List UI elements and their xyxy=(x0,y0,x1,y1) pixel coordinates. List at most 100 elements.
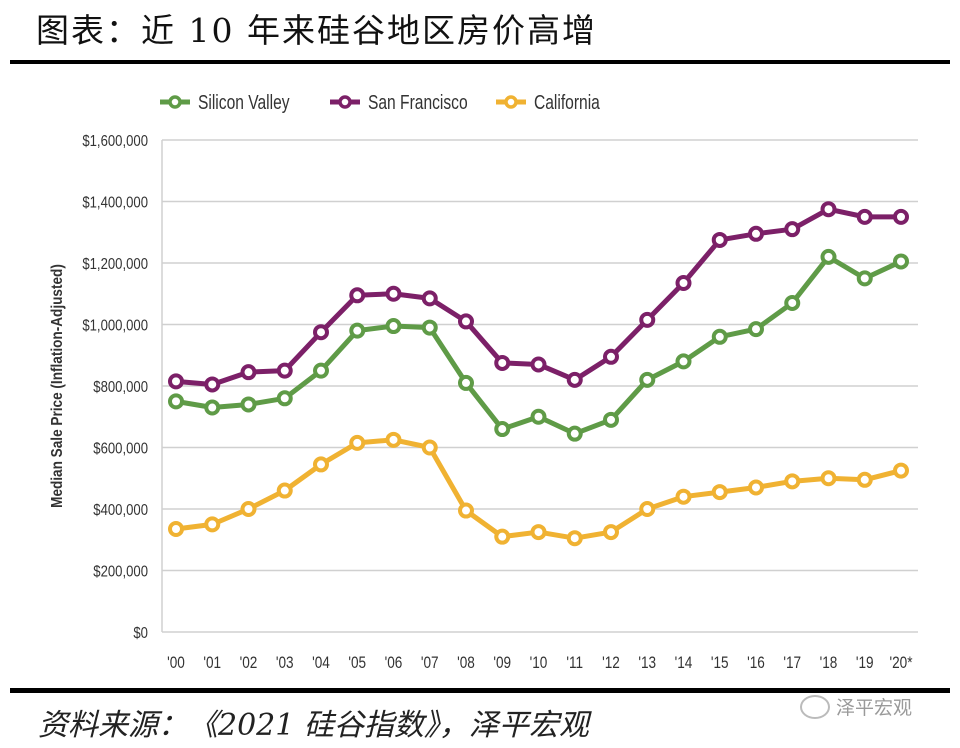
data-point xyxy=(204,399,221,416)
bottom-divider xyxy=(10,688,950,693)
data-point xyxy=(313,362,329,379)
data-point xyxy=(421,439,438,456)
x-tick-label: '09 xyxy=(493,654,511,673)
x-tick-label: '19 xyxy=(856,654,874,673)
x-tick-label: '14 xyxy=(675,654,693,673)
data-point xyxy=(820,201,837,218)
data-point xyxy=(349,434,366,451)
data-point xyxy=(856,208,873,225)
data-point xyxy=(566,530,583,547)
data-point xyxy=(385,431,402,448)
x-tick-label: '12 xyxy=(602,654,620,673)
data-point xyxy=(893,208,909,225)
source-note: 资料来源：《2021 硅谷指数》，泽平宏观 xyxy=(38,708,589,743)
series-line-silicon-valley xyxy=(175,254,903,437)
data-point xyxy=(784,294,801,311)
data-point xyxy=(168,393,184,410)
legend-label: San Francisco xyxy=(368,91,468,113)
data-point xyxy=(711,231,728,248)
data-point xyxy=(530,356,547,373)
data-point xyxy=(458,374,474,391)
data-point xyxy=(748,321,764,338)
data-point xyxy=(385,318,402,335)
y-axis-label: Median Sale Price (Inflation-Adjusted) xyxy=(49,264,66,508)
data-point xyxy=(748,225,764,242)
y-tick-label: $600,000 xyxy=(93,440,148,457)
data-point xyxy=(240,501,257,517)
data-point xyxy=(276,390,293,407)
data-point xyxy=(711,328,728,345)
data-point xyxy=(458,313,474,330)
x-tick-label: '04 xyxy=(312,654,330,673)
data-point xyxy=(603,524,619,541)
y-tick-label: $1,200,000 xyxy=(82,256,148,273)
data-point xyxy=(748,479,764,496)
x-tick-label: '16 xyxy=(747,654,765,673)
data-point xyxy=(603,411,619,428)
x-tick-label: '05 xyxy=(348,654,366,673)
data-point xyxy=(711,484,728,501)
data-point xyxy=(385,285,402,302)
wechat-icon xyxy=(800,694,830,719)
data-point xyxy=(168,520,184,537)
x-tick-label: '01 xyxy=(203,654,221,673)
data-point xyxy=(784,473,801,490)
data-point xyxy=(639,501,656,517)
data-point xyxy=(603,348,619,365)
data-point xyxy=(893,253,909,270)
y-tick-label: $200,000 xyxy=(93,563,148,580)
data-point xyxy=(240,396,257,413)
data-point xyxy=(349,287,366,304)
data-point xyxy=(168,373,184,390)
x-tick-label: '08 xyxy=(457,654,475,673)
y-tick-label: $1,400,000 xyxy=(82,194,148,211)
legend-label: California xyxy=(534,91,600,113)
data-point xyxy=(421,319,438,336)
data-point xyxy=(204,376,221,393)
data-point xyxy=(240,364,257,381)
data-point xyxy=(494,528,511,545)
data-point xyxy=(820,470,837,487)
data-point xyxy=(349,322,366,339)
watermark: 泽平宏观 xyxy=(800,693,912,720)
legend-label: Silicon Valley xyxy=(198,91,290,113)
x-tick-label: '02 xyxy=(240,654,258,673)
data-point xyxy=(639,311,656,328)
data-point xyxy=(458,502,474,519)
data-point xyxy=(856,270,873,287)
y-tick-label: $800,000 xyxy=(93,379,148,396)
data-point xyxy=(675,488,692,505)
data-point xyxy=(276,482,293,499)
x-tick-label: '17 xyxy=(783,654,801,673)
legend-marker xyxy=(338,95,352,109)
chart-title: 图表：近 10 年来硅谷地区房价高增 xyxy=(36,11,597,50)
x-tick-label: '07 xyxy=(421,654,439,673)
data-point xyxy=(675,353,692,370)
top-divider xyxy=(10,60,950,64)
legend-marker xyxy=(504,95,518,109)
data-point xyxy=(421,290,438,307)
x-tick-label: '06 xyxy=(385,654,403,673)
data-point xyxy=(820,248,837,265)
data-point xyxy=(566,425,583,442)
watermark-text: 泽平宏观 xyxy=(836,698,913,719)
data-point xyxy=(494,421,511,438)
data-point xyxy=(204,516,221,533)
data-point xyxy=(675,274,692,291)
x-tick-label: '18 xyxy=(820,654,838,673)
x-tick-label: '00 xyxy=(167,654,185,673)
x-tick-label: '10 xyxy=(530,654,548,673)
x-tick-label: '03 xyxy=(276,654,294,673)
y-tick-label: $1,000,000 xyxy=(82,317,148,334)
data-point xyxy=(784,221,801,238)
data-point xyxy=(530,524,547,541)
x-tick-label: '13 xyxy=(638,654,656,673)
data-point xyxy=(313,324,329,341)
data-point xyxy=(313,456,329,473)
data-point xyxy=(276,362,293,379)
y-tick-label: $0 xyxy=(133,625,148,642)
x-tick-label: '11 xyxy=(566,654,583,673)
data-point xyxy=(530,408,547,425)
legend-marker xyxy=(168,95,182,109)
